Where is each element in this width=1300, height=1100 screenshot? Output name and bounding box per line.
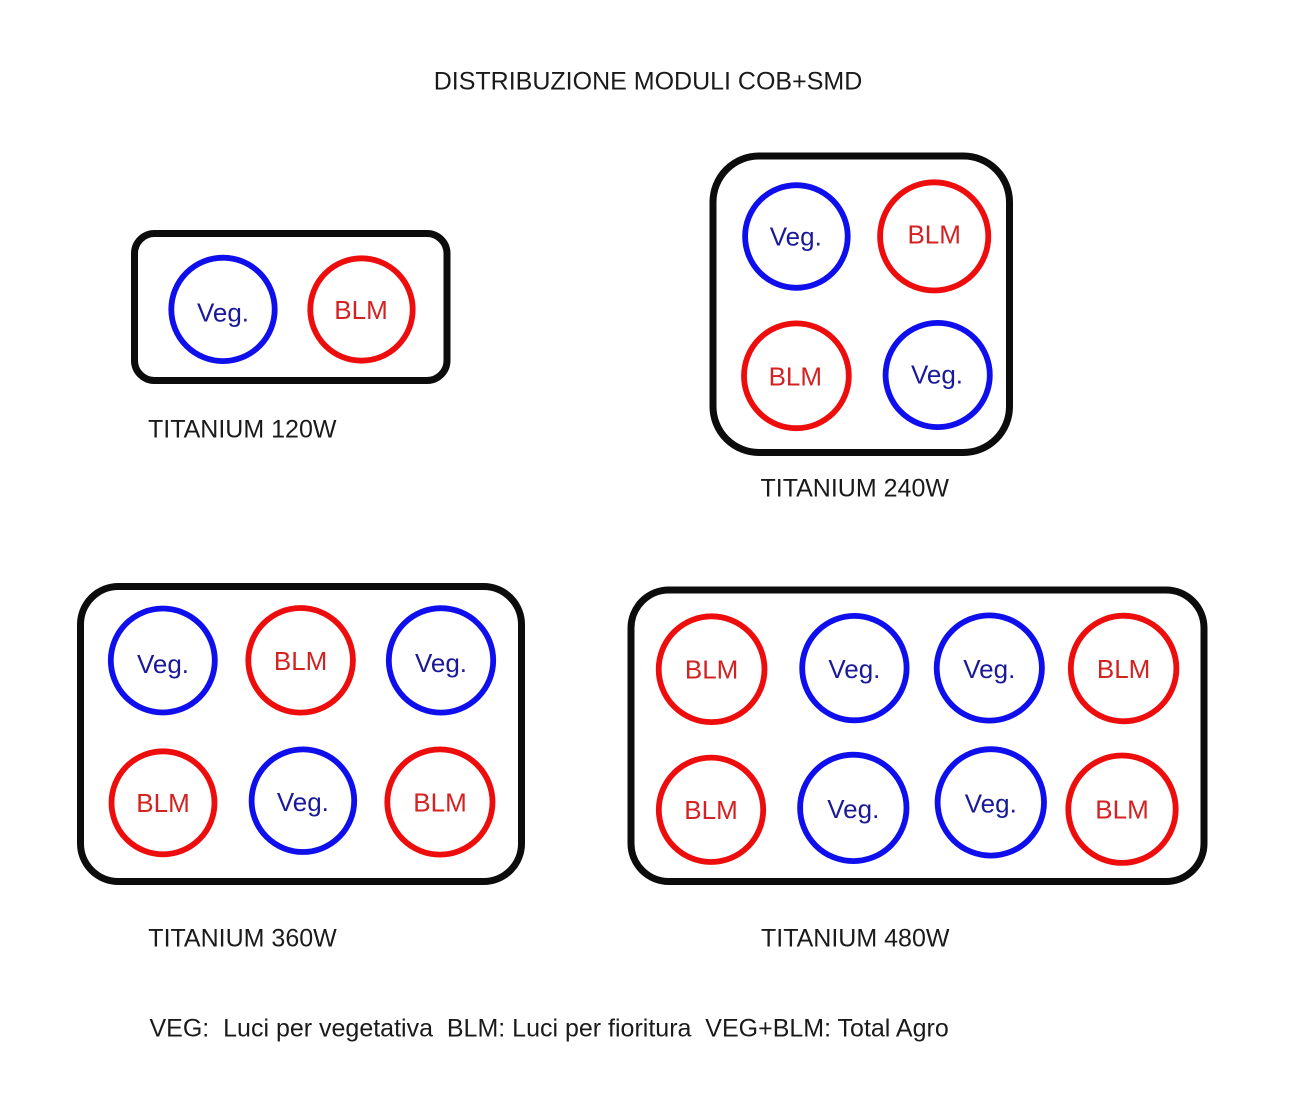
svg-text:BLM: BLM — [769, 361, 822, 391]
svg-text:BLM: BLM — [413, 787, 466, 817]
svg-text:BLM: BLM — [685, 654, 738, 684]
svg-text:Veg.: Veg. — [963, 654, 1015, 684]
svg-text:TITANIUM 480W: TITANIUM 480W — [761, 925, 950, 953]
svg-text:BLM: BLM — [136, 788, 189, 818]
svg-text:TITANIUM 120W: TITANIUM 120W — [148, 416, 337, 444]
svg-text:BLM: BLM — [334, 295, 387, 325]
svg-text:TITANIUM 240W: TITANIUM 240W — [761, 475, 950, 503]
svg-text:Veg.: Veg. — [415, 648, 467, 678]
svg-text:Veg.: Veg. — [277, 787, 329, 817]
svg-text:Veg.: Veg. — [770, 221, 822, 251]
svg-text:BLM: BLM — [684, 795, 737, 825]
svg-text:TITANIUM 360W: TITANIUM 360W — [148, 925, 337, 953]
svg-text:Veg.: Veg. — [137, 649, 189, 679]
svg-text:Veg.: Veg. — [828, 654, 880, 684]
svg-text:BLM: BLM — [274, 646, 327, 676]
svg-text:Veg.: Veg. — [911, 360, 963, 390]
svg-text:DISTRIBUZIONE MODULI COB+SMD: DISTRIBUZIONE MODULI COB+SMD — [434, 68, 863, 96]
svg-text:BLM: BLM — [907, 220, 960, 250]
svg-text:BLM: BLM — [1095, 795, 1148, 825]
svg-text:Veg.: Veg. — [197, 297, 249, 327]
svg-text:Veg.: Veg. — [827, 794, 879, 824]
svg-text:BLM: BLM — [1097, 654, 1150, 684]
svg-text:VEG: Luci per vegetativa BLM: VEG: Luci per vegetativa BLM: Luci per f… — [150, 1015, 949, 1043]
svg-text:Veg.: Veg. — [965, 788, 1017, 818]
